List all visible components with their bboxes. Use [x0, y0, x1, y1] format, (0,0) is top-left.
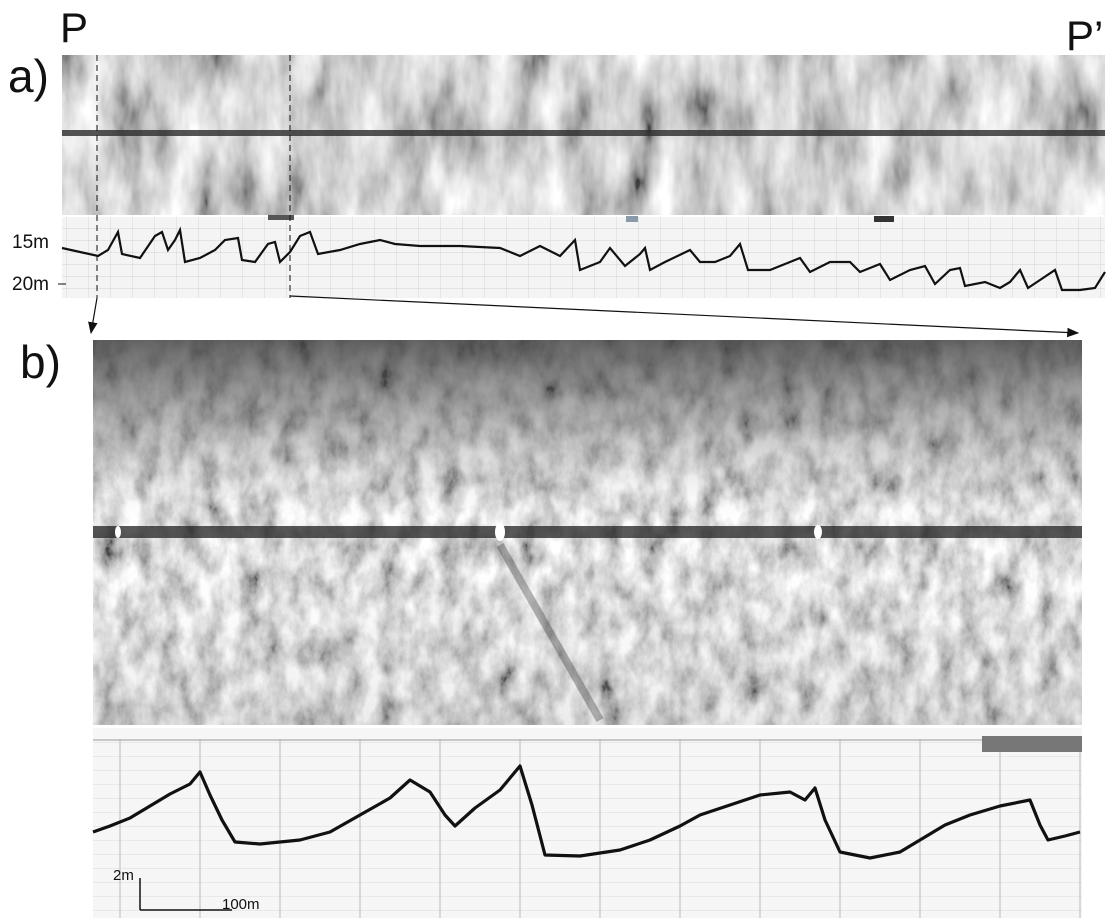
nadir-gap	[814, 525, 822, 539]
nadir-line	[93, 526, 1082, 538]
page: P P’ a) b) 15m 20m	[0, 0, 1113, 919]
sonar-image-a	[62, 55, 1105, 215]
header-block	[982, 736, 1082, 752]
panel-a-label: a)	[8, 50, 49, 102]
nadir-gap	[115, 526, 121, 538]
depth-label-upper: 15m	[12, 232, 49, 253]
nadir-gap	[495, 523, 505, 541]
nadir-line	[62, 130, 1105, 136]
zoom-arrow	[91, 298, 97, 333]
profile-grid	[62, 217, 1105, 298]
header-mark	[626, 216, 638, 222]
scale-label-horizontal: 100m	[222, 896, 260, 913]
echo-profile-b: 2m 100m	[93, 728, 1082, 918]
scale-label-vertical: 2m	[113, 867, 134, 884]
start-label: P	[60, 4, 88, 51]
profile-grid	[93, 740, 1082, 918]
panel-b-label: b)	[20, 336, 61, 388]
end-label: P’	[1066, 12, 1103, 59]
sonar-image-b	[93, 340, 1082, 725]
header-mark	[874, 216, 894, 222]
zoom-arrow	[290, 296, 1078, 333]
figure: P P’ a) b) 15m 20m	[0, 0, 1113, 919]
echo-profile-a: 15m 20m	[12, 215, 1105, 298]
depth-label-lower: 20m	[12, 274, 49, 295]
